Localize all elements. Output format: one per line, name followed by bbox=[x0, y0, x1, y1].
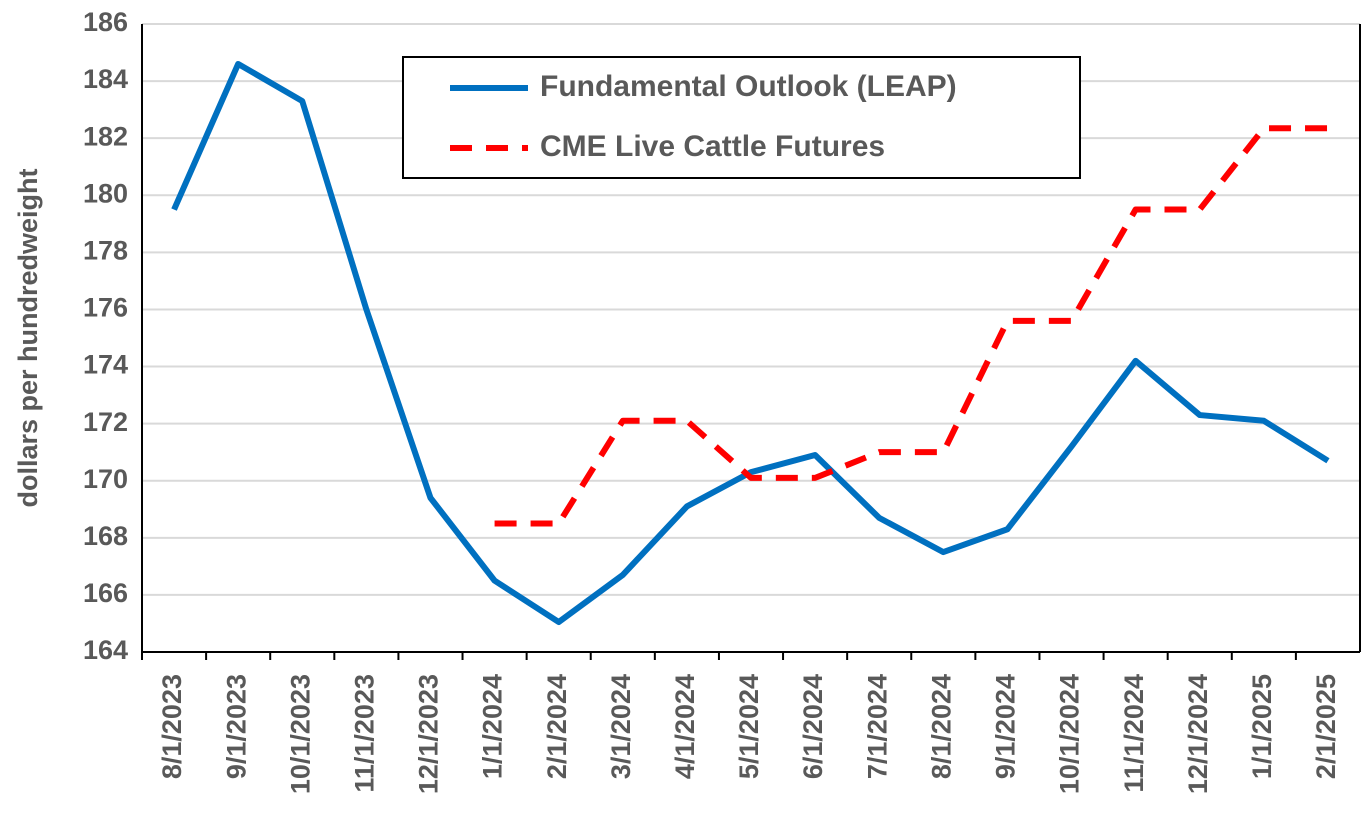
x-tick-label: 1/1/2024 bbox=[478, 674, 508, 779]
y-axis-label: dollars per hundredweight bbox=[13, 168, 43, 507]
legend-box bbox=[402, 56, 1081, 179]
y-tick-label: 168 bbox=[83, 521, 128, 551]
y-tick-label: 174 bbox=[83, 350, 128, 380]
x-tick-label: 9/1/2023 bbox=[221, 674, 251, 779]
x-tick-label: 8/1/2024 bbox=[926, 674, 956, 779]
x-tick-label: 1/1/2025 bbox=[1247, 674, 1277, 779]
x-tick-label: 5/1/2024 bbox=[734, 674, 764, 779]
x-tick-label: 8/1/2023 bbox=[157, 674, 187, 779]
y-tick-label: 180 bbox=[83, 178, 128, 208]
x-tick-label: 2/1/2024 bbox=[542, 674, 572, 779]
x-tick-label: 12/1/2023 bbox=[414, 674, 444, 794]
x-tick-label: 10/1/2024 bbox=[1055, 674, 1085, 794]
x-tick-label: 4/1/2024 bbox=[670, 674, 700, 779]
x-tick-label: 12/1/2024 bbox=[1183, 674, 1213, 794]
x-tick-label: 2/1/2025 bbox=[1311, 674, 1341, 779]
x-tick-label: 11/1/2024 bbox=[1119, 674, 1149, 793]
x-tick-label: 11/1/2023 bbox=[349, 674, 379, 793]
x-tick-label: 3/1/2024 bbox=[606, 674, 636, 779]
y-tick-label: 176 bbox=[83, 293, 128, 323]
x-tick-label: 10/1/2023 bbox=[285, 674, 315, 794]
y-tick-label: 164 bbox=[83, 635, 128, 665]
x-tick-label: 9/1/2024 bbox=[991, 674, 1021, 779]
y-tick-label: 172 bbox=[83, 407, 128, 437]
series-line bbox=[171, 60, 1330, 626]
y-tick-label: 170 bbox=[83, 464, 128, 494]
y-tick-label: 178 bbox=[83, 235, 128, 265]
legend-label: Fundamental Outlook (LEAP) bbox=[540, 70, 957, 103]
x-tick-label: 6/1/2024 bbox=[798, 674, 828, 779]
series-line bbox=[494, 125, 1328, 527]
legend-label: CME Live Cattle Futures bbox=[540, 130, 885, 163]
y-tick-label: 184 bbox=[83, 64, 128, 94]
y-tick-label: 166 bbox=[83, 578, 128, 608]
x-tick-label: 7/1/2024 bbox=[862, 674, 892, 779]
y-tick-label: 186 bbox=[83, 7, 128, 37]
y-tick-label: 182 bbox=[83, 121, 128, 151]
